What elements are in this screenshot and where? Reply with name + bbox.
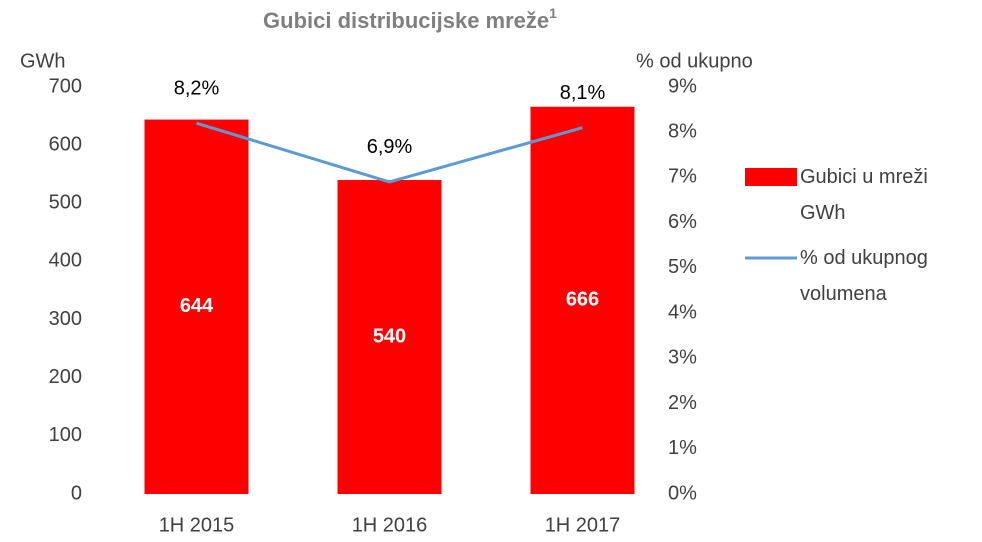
y-tick-label: 600 [49,133,82,155]
y-tick-label: 400 [49,250,82,272]
line [196,121,583,184]
legend-line-label: % od ukupnog volumena [800,247,928,305]
y-tick-label: 100 [49,424,82,446]
y2-tick-label: 8% [668,121,697,143]
bar [337,180,442,494]
bar [144,119,249,494]
y2-tick-label: 6% [668,211,697,233]
y2-tick-label: 5% [668,256,697,278]
y-tick-label: 300 [49,308,82,330]
legend-bar-label: Gubici u mreži GWh [800,166,928,224]
line-value-label: 8,1% [560,82,606,104]
y-tick-label: 0 [71,482,82,504]
x-tick-label: 1H 2017 [545,514,621,536]
y2-axis-label: % od ukupno [636,50,753,72]
y2-tick-label: 0% [668,482,697,504]
y2-tick-label: 4% [668,301,697,323]
y2-tick-label: 9% [668,75,697,97]
line-value-label: 8,2% [174,77,220,99]
title-note: 1 [549,5,557,21]
y2-tick-label: 3% [668,347,697,369]
bar-value-label: 540 [373,325,406,347]
y-tick-label: 500 [49,192,82,214]
bar [530,106,635,495]
y-tick-label: 700 [49,75,82,97]
line-value-label: 6,9% [367,136,413,158]
legend-bar-swatch [745,168,797,186]
x-tick-label: 1H 2015 [159,514,235,536]
y2-tick-label: 1% [668,437,697,459]
bar-value-label: 666 [566,289,599,311]
x-tick-label: 1H 2016 [352,514,428,536]
y-tick-label: 200 [49,366,82,388]
y-axis-label: GWh [20,50,66,72]
chart-title: Gubici distribucijske mreže1 [263,5,557,33]
bar-value-label: 644 [180,295,214,317]
y2-tick-label: 7% [668,166,697,188]
y2-tick-label: 2% [668,392,697,414]
title-text: Gubici distribucijske mreže [263,8,549,33]
